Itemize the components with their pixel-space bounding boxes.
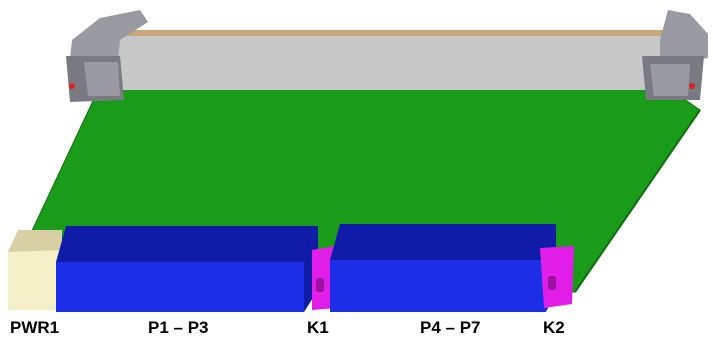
label-p4-p7: P4 – P7 <box>420 318 481 337</box>
label-p1-p3: P1 – P3 <box>148 318 209 337</box>
k2-key-connector <box>540 246 574 308</box>
right-handle-screw-icon <box>689 83 695 89</box>
p4-p7-connector <box>330 224 556 312</box>
label-k2: K2 <box>543 318 565 337</box>
label-k1: K1 <box>307 318 329 337</box>
pwr1-connector <box>8 230 62 310</box>
left-handle-screw-icon <box>69 83 75 89</box>
left-ejector-handle <box>66 10 148 102</box>
p1-p3-connector <box>56 226 318 312</box>
right-ejector-handle <box>642 10 708 100</box>
front-panel-top-strip <box>95 30 665 36</box>
pcb-edge-right <box>574 109 701 293</box>
label-pwr1: PWR1 <box>10 318 60 337</box>
front-panel <box>95 36 665 90</box>
